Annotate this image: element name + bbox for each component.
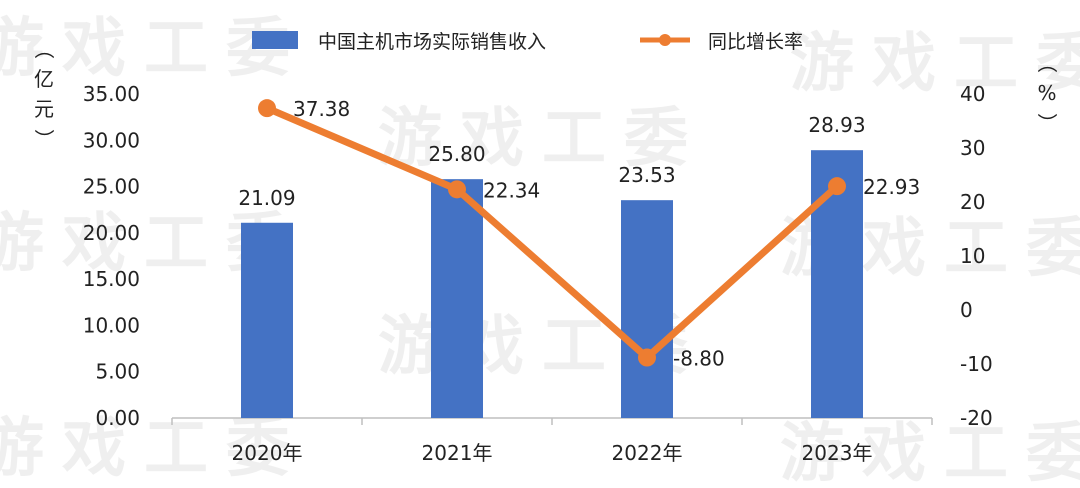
- data-labels: 21.09 25.80 23.53 28.93 37.38 22.34 -8.80 22.93: [238, 97, 920, 370]
- legend-marker-growth: [659, 34, 671, 46]
- legend: 中国主机市场实际销售收入 同比增长率: [252, 31, 803, 53]
- watermark-text: 游戏工委: [780, 417, 1080, 488]
- axes: 2020年 2021年 2022年 2023年 0.00 5.00 10.00 15.00 20…: [83, 82, 993, 465]
- y-left-tick-label: 20.00: [83, 221, 140, 245]
- y-left-tick-label: 0.00: [95, 406, 140, 430]
- left-axis-unit: 亿: [34, 67, 54, 91]
- legend-swatch-revenue: [252, 31, 298, 49]
- growth-value-label: -8.80: [673, 347, 725, 371]
- bar-value-label: 28.93: [808, 113, 865, 137]
- watermark-text: 游戏工委: [0, 412, 308, 486]
- left-axis-unit: （: [32, 39, 56, 59]
- y-right-tick-label: 30: [960, 136, 985, 160]
- legend-label-growth: 同比增长率: [708, 31, 803, 53]
- x-tick-label: 2021年: [422, 441, 493, 465]
- bar: [621, 200, 673, 418]
- y-left-tick-label: 35.00: [83, 82, 140, 106]
- line-series: [258, 99, 846, 367]
- y-left-tick-label: 30.00: [83, 128, 140, 152]
- bar: [431, 179, 483, 418]
- bar-value-label: 21.09: [238, 186, 295, 210]
- y-left-tick-label: 10.00: [83, 313, 140, 337]
- right-axis-unit: （: [1035, 53, 1059, 73]
- y-left-tick-label: 15.00: [83, 267, 140, 291]
- watermark-text: 游戏工委: [0, 12, 308, 86]
- growth-point: [448, 180, 466, 199]
- watermark-text: 游戏工委: [378, 102, 706, 176]
- axis-units: （ 亿元 ） （% ）: [32, 39, 1059, 149]
- watermark-layer: 游戏工委游戏工委游戏工委游戏工委游戏工委游戏工委游戏工委游戏工委: [0, 12, 1080, 488]
- growth-value-label: 37.38: [293, 97, 350, 121]
- watermark-text: 游戏工委: [790, 27, 1080, 101]
- y-right-tick-label: -10: [960, 352, 993, 376]
- y-left-tick-label: 5.00: [95, 360, 140, 384]
- bar: [241, 222, 293, 418]
- right-axis-unit: ）: [1035, 113, 1059, 133]
- bar-value-label: 23.53: [618, 163, 675, 187]
- y-right-tick-label: -20: [960, 406, 993, 430]
- legend-label-revenue: 中国主机市场实际销售收入: [318, 31, 546, 53]
- x-tick-label: 2023年: [802, 441, 873, 465]
- growth-value-label: 22.93: [863, 175, 920, 199]
- growth-value-label: 22.34: [483, 178, 540, 202]
- y-right-tick-label: 10: [960, 244, 985, 268]
- y-left-tick-label: 25.00: [83, 175, 140, 199]
- growth-point: [828, 177, 846, 196]
- y-right-tick-label: 20: [960, 190, 985, 214]
- x-tick-label: 2020年: [232, 441, 303, 465]
- left-axis-unit: ）: [32, 129, 56, 149]
- growth-line: [263, 104, 841, 362]
- growth-point: [258, 99, 276, 118]
- y-right-tick-label: 40: [960, 82, 985, 106]
- y-right-tick-label: 0: [960, 298, 973, 322]
- x-tick-label: 2022年: [612, 441, 683, 465]
- growth-point: [638, 348, 656, 367]
- bar-value-label: 25.80: [428, 142, 485, 166]
- left-axis-unit: 元: [34, 97, 54, 121]
- right-axis-unit: %: [1037, 81, 1056, 105]
